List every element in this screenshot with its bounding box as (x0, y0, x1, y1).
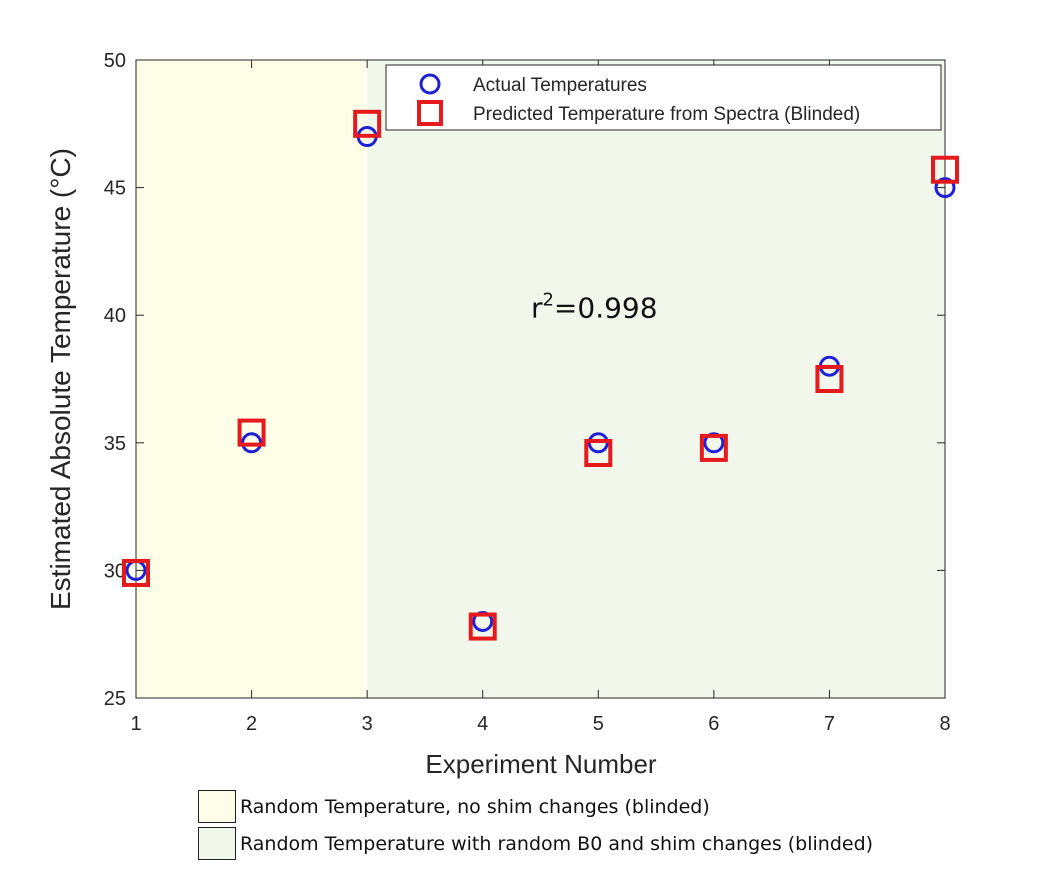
region-swatch-green (198, 827, 236, 860)
region-legend: Random Temperature, no shim changes (bli… (198, 788, 873, 862)
y-axis-label: Estimated Absolute Temperature (°C) (45, 148, 76, 610)
region-legend-row-1: Random Temperature with random B0 and sh… (198, 825, 873, 862)
point-predicted-2 (237, 418, 266, 447)
y-tick-label: 35 (104, 433, 126, 455)
legend: Actual Temperatures Predicted Temperatur… (385, 64, 942, 131)
point-actual-6 (703, 432, 725, 454)
point-actual-8 (934, 177, 956, 199)
legend-label-actual: Actual Temperatures (473, 75, 647, 96)
annotation-rest: =0.998 (554, 292, 658, 325)
point-predicted-3 (353, 109, 382, 138)
x-tick-label: 7 (824, 713, 835, 735)
y-tick-label: 45 (104, 178, 126, 200)
x-tick-label: 5 (593, 713, 604, 735)
region-shading (136, 60, 946, 698)
point-predicted-7 (815, 365, 844, 393)
y-tick-label: 25 (104, 688, 126, 710)
x-tick-label: 1 (130, 713, 141, 735)
point-predicted-1 (122, 558, 150, 587)
plot-frame (135, 59, 946, 699)
region-label-1: Random Temperature with random B0 and sh… (240, 832, 874, 855)
point-predicted-4 (468, 612, 497, 641)
legend-box (385, 64, 942, 131)
region-label-0: Random Temperature, no shim changes (bli… (240, 795, 710, 818)
point-predicted-5 (584, 439, 613, 468)
region-0 (136, 60, 368, 698)
point-predicted-6 (699, 433, 728, 462)
annotation-base: r (531, 292, 543, 325)
y-tick-label: 50 (104, 50, 126, 72)
y-tick-label: 30 (104, 560, 126, 582)
annotation-sup: 2 (542, 290, 553, 311)
x-axis-label: Experiment Number (425, 749, 657, 779)
x-tick-label: 2 (246, 713, 257, 735)
legend-label-predicted: Predicted Temperature from Spectra (Blin… (473, 104, 860, 125)
legend-marker-predicted (417, 100, 443, 126)
annotation-r-squared: r2=0.998 (531, 290, 658, 325)
y-tick-label: 40 (104, 305, 126, 327)
x-tick-label: 4 (477, 713, 488, 735)
region-swatch-yellow (198, 790, 236, 823)
point-predicted-8 (931, 155, 959, 184)
data-markers (122, 109, 959, 641)
point-actual-4 (472, 610, 494, 632)
x-tick-label: 3 (362, 713, 373, 735)
legend-marker-actual (419, 73, 441, 95)
x-tick-label: 8 (939, 713, 950, 735)
region-1 (367, 60, 946, 698)
region-legend-row-0: Random Temperature, no shim changes (bli… (198, 788, 873, 825)
x-tick-label: 6 (708, 713, 719, 735)
